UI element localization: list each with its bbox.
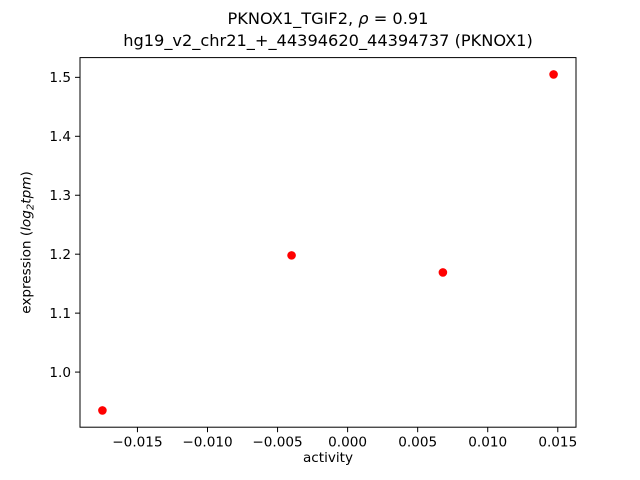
data-point [287, 251, 296, 260]
y-tick-label: 1.1 [49, 306, 71, 322]
data-point [438, 268, 448, 277]
y-tick-label: 1.2 [49, 247, 71, 263]
y-tick-label: 1.4 [49, 129, 71, 145]
y-label-suffix: ) [18, 171, 35, 177]
chart-title: PKNOX1_TGIF2, ρ = 0.91 hg19_v2_chr21_+_4… [80, 8, 576, 52]
x-tick-label: −0.010 [182, 435, 232, 451]
data-point [549, 70, 558, 79]
title-rho-value: = 0.91 [368, 9, 429, 28]
y-label-prefix: expression ( [18, 230, 35, 314]
x-tick-label: −0.015 [112, 435, 162, 451]
plot-frame [79, 57, 577, 428]
title-gene-pair: PKNOX1_TGIF2, [227, 9, 359, 28]
y-label-subscript: 2 [25, 203, 37, 211]
y-label-log: log [18, 210, 35, 231]
x-tick-label: 0.000 [328, 435, 367, 451]
title-line-2: hg19_v2_chr21_+_44394620_44394737 (PKNOX… [123, 31, 533, 50]
x-axis-label: activity [302, 450, 354, 466]
y-label-tpm: tpm [18, 176, 35, 204]
y-tick-label: 1.0 [49, 365, 71, 381]
y-tick-label: 1.3 [49, 188, 71, 204]
x-tick-label: 0.010 [468, 435, 507, 451]
y-tick-label: 1.5 [49, 70, 71, 86]
data-point [98, 406, 107, 415]
title-rho-symbol: ρ [358, 9, 369, 28]
title-line-1: PKNOX1_TGIF2, ρ = 0.91 [80, 8, 576, 30]
x-tick-label: 0.005 [398, 435, 437, 451]
x-tick-label: −0.005 [252, 435, 302, 451]
x-tick-label: 0.015 [538, 435, 577, 451]
y-axis-label: expression (log2tpm) [19, 93, 38, 393]
